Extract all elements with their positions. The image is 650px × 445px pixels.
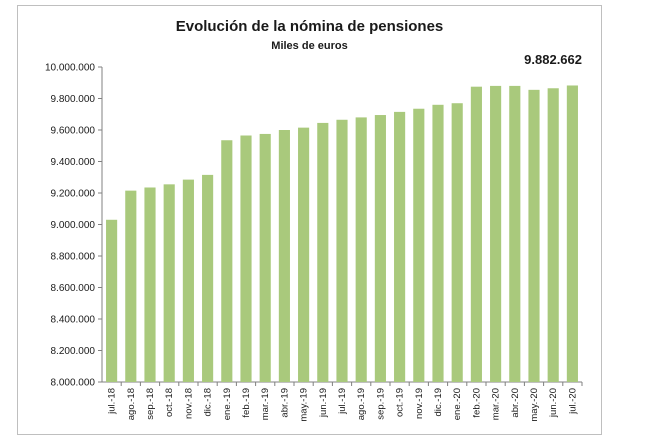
x-tick-label: jun.-20 — [548, 388, 559, 418]
y-tick-label: 9.800.000 — [51, 94, 96, 105]
bar — [298, 127, 310, 382]
y-tick-label: 8.400.000 — [51, 315, 96, 326]
x-tick-label: mar.-19 — [260, 388, 271, 420]
x-tick-label: abr.-19 — [279, 388, 290, 418]
chart-title: Evolución de la nómina de pensiones — [175, 18, 444, 35]
bar — [144, 187, 156, 382]
y-tick-label: 8.600.000 — [51, 283, 96, 294]
bar — [451, 103, 463, 382]
y-tick-label: 8.200.000 — [51, 346, 96, 357]
bar — [182, 179, 194, 382]
y-tick-label: 9.200.000 — [51, 189, 96, 200]
y-tick-label: 10.000.000 — [45, 63, 95, 74]
x-tick-label: mar.-20 — [491, 388, 502, 420]
x-tick-label: may.-20 — [529, 388, 540, 422]
chart-subtitle: Miles de euros — [271, 40, 348, 52]
x-tick-label: oct.-18 — [164, 388, 175, 417]
bar — [566, 85, 578, 382]
y-tick-label: 9.400.000 — [51, 157, 96, 168]
x-tick-label: sep.-19 — [375, 388, 386, 420]
bar — [125, 190, 137, 382]
y-tick-label: 8.800.000 — [51, 252, 96, 263]
latest-value-label: 9.882.662 — [524, 52, 582, 67]
y-tick-label: 9.600.000 — [51, 126, 96, 137]
bar — [202, 174, 214, 382]
x-tick-label: jul.-20 — [567, 388, 578, 415]
x-tick-label: jun.-19 — [318, 388, 329, 418]
x-tick-label: sep.-18 — [145, 388, 156, 420]
bar — [240, 135, 252, 382]
x-tick-label: dic.-18 — [203, 388, 214, 417]
bar — [336, 119, 348, 382]
bar — [432, 104, 444, 383]
bar — [394, 111, 406, 382]
bar — [317, 122, 329, 382]
bar — [547, 88, 559, 382]
bar — [470, 86, 482, 382]
x-tick-label: feb.-19 — [241, 388, 252, 418]
y-tick-label: 9.000.000 — [51, 220, 96, 231]
bar — [355, 117, 367, 383]
x-tick-label: feb.-20 — [471, 388, 482, 418]
x-tick-label: jul.-19 — [337, 388, 348, 415]
x-tick-label: oct.-19 — [395, 388, 406, 417]
bar — [259, 133, 271, 382]
bar — [278, 130, 290, 382]
bar — [509, 85, 521, 383]
x-tick-label: ago.-18 — [126, 388, 137, 420]
bar — [221, 140, 233, 382]
x-tick-label: ene.-20 — [452, 388, 463, 420]
x-tick-label: dic.-19 — [433, 388, 444, 417]
bar — [374, 115, 386, 382]
x-tick-label: abr.-20 — [510, 388, 521, 418]
bar — [528, 89, 540, 383]
x-tick-label: ago.-19 — [356, 388, 367, 420]
bar — [490, 85, 502, 383]
x-tick-label: jul.-18 — [107, 388, 118, 415]
x-tick-label: may.-19 — [299, 388, 310, 422]
bar — [413, 108, 425, 383]
bar — [163, 184, 175, 382]
x-tick-label: nov.-19 — [414, 388, 425, 419]
bar — [106, 219, 118, 382]
x-tick-label: nov.-18 — [183, 388, 194, 419]
x-tick-label: ene.-19 — [222, 388, 233, 420]
y-tick-label: 8.000.000 — [51, 378, 96, 389]
